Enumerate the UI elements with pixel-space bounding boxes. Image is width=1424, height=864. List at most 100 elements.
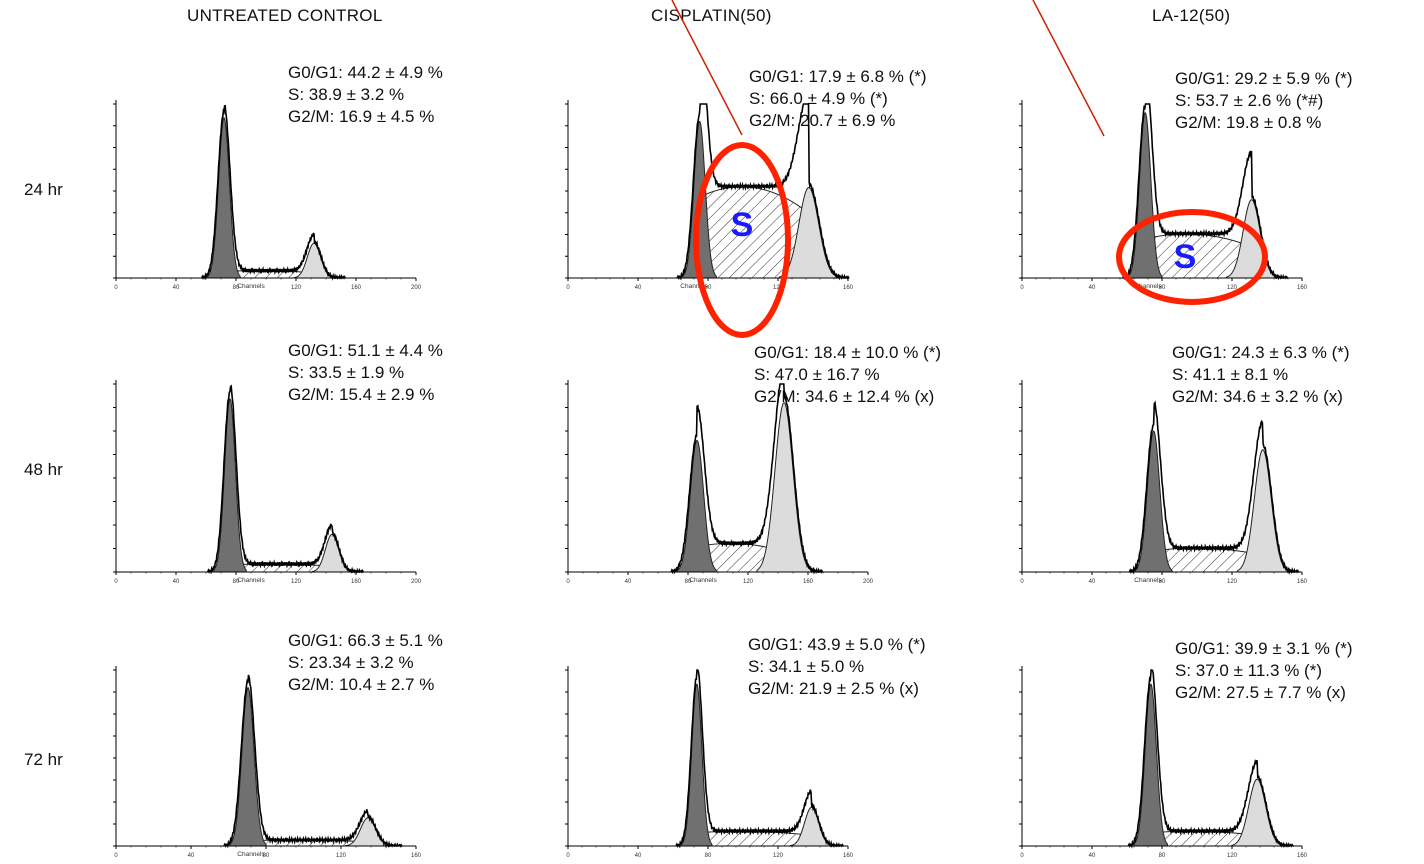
x-tick-label: 160 xyxy=(843,853,854,859)
histogram-72hr-control: 0 40 80 120 160 Channels xyxy=(108,662,422,860)
x-tick-label: 40 xyxy=(635,853,642,859)
x-tick-label: 120 xyxy=(1227,579,1238,585)
histogram-24hr-control: 0 40 80 120 160 200 Channels xyxy=(108,96,422,292)
stat-s: S: 33.5 ± 1.9 % xyxy=(288,363,405,382)
histogram-envelope xyxy=(1127,669,1294,849)
x-tick-label: 40 xyxy=(1089,853,1096,859)
x-tick-label: 120 xyxy=(1227,285,1238,291)
histogram-24hr-la12: 0 40 80 120 160 Channels xyxy=(1014,96,1308,292)
g2m-peak xyxy=(756,402,812,573)
stat-g2m: G2/M: 34.6 ± 3.2 % (x) xyxy=(1172,387,1343,406)
stats-72hr-cisplatin: G0/G1: 43.9 ± 5.0 % (*) S: 34.1 ± 5.0 % … xyxy=(748,634,926,700)
x-tick-label: 160 xyxy=(411,853,422,859)
stat-g2m: G2/M: 10.4 ± 2.7 % xyxy=(288,675,435,694)
histogram-svg: 0 40 80 120 160 200 Channels xyxy=(565,380,874,585)
x-tick-label: 200 xyxy=(411,285,422,291)
stat-s: S: 37.0 ± 11.3 % (*) xyxy=(1175,661,1322,680)
x-tick-label: 120 xyxy=(743,579,754,585)
histogram-72hr-cisplatin: 0 40 80 120 160 xyxy=(560,662,854,860)
stat-g2m: G2/M: 34.6 ± 12.4 % (x) xyxy=(754,387,935,406)
x-tick-label: 200 xyxy=(411,579,422,585)
stat-g0g1: G0/G1: 51.1 ± 4.4 % xyxy=(288,341,443,360)
histogram-48hr-la12: 0 40 80 120 160 Channels xyxy=(1014,376,1308,586)
x-tick-label: 80 xyxy=(1159,579,1166,585)
x-tick-label: 160 xyxy=(803,579,814,585)
stat-g0g1: G0/G1: 17.9 ± 6.8 % (*) xyxy=(749,67,927,86)
histogram-svg: 0 40 80 120 160 xyxy=(565,666,854,859)
x-tick-label: 0 xyxy=(1020,285,1024,291)
column-header-untreated-control: UNTREATED CONTROL xyxy=(187,6,383,25)
x-tick-label: 40 xyxy=(635,285,642,291)
histogram-svg: 0 40 80 120 160 200 Channels xyxy=(113,380,422,585)
stat-s: S: 23.34 ± 3.2 % xyxy=(288,653,414,672)
x-tick-label: 200 xyxy=(863,579,874,585)
x-axis-label: Channels xyxy=(689,577,717,584)
x-tick-label: 40 xyxy=(1089,285,1096,291)
stat-g0g1: G0/G1: 39.9 ± 3.1 % (*) xyxy=(1175,639,1353,658)
g0g1-peak xyxy=(207,117,241,279)
x-tick-label: 0 xyxy=(114,285,118,291)
x-tick-label: 120 xyxy=(773,285,784,291)
row-label-72hr: 72 hr xyxy=(24,750,63,769)
stats-24hr-control: G0/G1: 44.2 ± 4.9 % S: 38.9 ± 3.2 % G2/M… xyxy=(288,62,443,128)
x-axis-label: Channels xyxy=(1134,577,1162,584)
stat-g2m: G2/M: 16.9 ± 4.5 % xyxy=(288,107,435,126)
x-axis-label: Channels xyxy=(237,577,265,584)
stat-g2m: G2/M: 20.7 ± 6.9 % xyxy=(749,111,896,130)
x-tick-label: 160 xyxy=(351,579,362,585)
histogram-72hr-la12: 0 40 80 120 160 xyxy=(1014,662,1308,860)
x-tick-label: 80 xyxy=(233,285,240,291)
x-tick-label: 160 xyxy=(843,285,854,291)
x-tick-label: 80 xyxy=(233,579,240,585)
x-tick-label: 0 xyxy=(1020,579,1024,585)
histogram-24hr-cisplatin: 0 40 80 120 160 Channels xyxy=(560,96,854,292)
x-tick-label: 160 xyxy=(1297,579,1308,585)
stats-72hr-la12: G0/G1: 39.9 ± 3.1 % (*) S: 37.0 ± 11.3 %… xyxy=(1175,638,1353,704)
x-tick-label: 0 xyxy=(1020,853,1024,859)
histogram-envelope xyxy=(201,104,346,281)
x-tick-label: 160 xyxy=(1297,285,1308,291)
x-tick-label: 0 xyxy=(566,285,570,291)
stat-s: S: 53.7 ± 2.6 % (*#) xyxy=(1175,91,1324,110)
histogram-48hr-control: 0 40 80 120 160 200 Channels xyxy=(108,376,422,586)
x-tick-label: 120 xyxy=(291,579,302,585)
stat-g0g1: G0/G1: 66.3 ± 5.1 % xyxy=(288,631,443,650)
x-tick-label: 40 xyxy=(625,579,632,585)
row-label-48hr: 48 hr xyxy=(24,460,63,479)
x-tick-label: 40 xyxy=(188,853,195,859)
stat-s: S: 66.0 ± 4.9 % (*) xyxy=(749,89,888,108)
column-header-cisplatin: CISPLATIN(50) xyxy=(651,6,772,25)
g0g1-peak xyxy=(1134,430,1173,573)
x-tick-label: 0 xyxy=(114,579,118,585)
stats-48hr-control: G0/G1: 51.1 ± 4.4 % S: 33.5 ± 1.9 % G2/M… xyxy=(288,340,443,406)
g0g1-peak xyxy=(229,687,267,847)
stats-48hr-cisplatin: G0/G1: 18.4 ± 10.0 % (*) S: 47.0 ± 16.7 … xyxy=(754,342,941,408)
g0g1-peak xyxy=(1133,683,1169,847)
histogram-svg: 0 40 80 120 160 xyxy=(1019,666,1308,859)
row-label-24hr: 24 hr xyxy=(24,180,63,199)
x-tick-label: 80 xyxy=(263,853,270,859)
x-tick-label: 120 xyxy=(1227,853,1238,859)
stat-g0g1: G0/G1: 18.4 ± 10.0 % (*) xyxy=(754,343,941,362)
column-header-la12: LA-12(50) xyxy=(1152,6,1231,25)
x-tick-label: 80 xyxy=(685,579,692,585)
histogram-envelope xyxy=(223,674,403,849)
stat-s: S: 41.1 ± 8.1 % xyxy=(1172,365,1289,384)
histogram-envelope xyxy=(1128,400,1300,576)
stats-72hr-control: G0/G1: 66.3 ± 5.1 % S: 23.34 ± 3.2 % G2/… xyxy=(288,630,443,696)
g0g1-peak xyxy=(681,683,713,847)
histogram-envelope xyxy=(207,384,364,575)
stat-s: S: 38.9 ± 3.2 % xyxy=(288,85,405,104)
stat-s: S: 34.1 ± 5.0 % xyxy=(748,657,865,676)
histogram-envelope xyxy=(670,383,824,575)
x-axis-label: Channels xyxy=(1134,283,1162,290)
stat-g2m: G2/M: 27.5 ± 7.7 % (x) xyxy=(1175,683,1346,702)
x-tick-label: 40 xyxy=(173,285,180,291)
x-tick-label: 160 xyxy=(1297,853,1308,859)
histogram-envelope xyxy=(675,669,844,849)
x-tick-label: 80 xyxy=(1159,853,1166,859)
